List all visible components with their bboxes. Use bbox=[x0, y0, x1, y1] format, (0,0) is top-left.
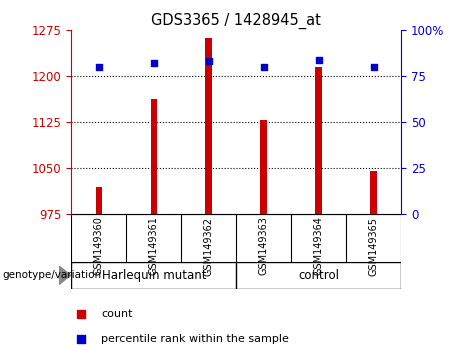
Point bbox=[77, 336, 85, 342]
Text: GSM149362: GSM149362 bbox=[204, 217, 214, 275]
Text: GSM149364: GSM149364 bbox=[313, 217, 324, 275]
Text: Harlequin mutant: Harlequin mutant bbox=[101, 269, 206, 282]
Bar bbox=[206, 38, 212, 214]
Title: GDS3365 / 1428945_at: GDS3365 / 1428945_at bbox=[151, 12, 321, 29]
Point bbox=[77, 311, 85, 316]
Bar bbox=[370, 171, 377, 214]
Point bbox=[95, 64, 103, 70]
Point bbox=[370, 64, 377, 70]
Text: GSM149361: GSM149361 bbox=[149, 217, 159, 275]
Text: percentile rank within the sample: percentile rank within the sample bbox=[101, 334, 289, 344]
Text: genotype/variation: genotype/variation bbox=[2, 270, 101, 280]
Text: control: control bbox=[298, 269, 339, 282]
Point bbox=[315, 57, 322, 62]
Point bbox=[205, 58, 213, 64]
Bar bbox=[95, 187, 102, 214]
Bar bbox=[260, 120, 267, 214]
Text: GSM149360: GSM149360 bbox=[94, 217, 104, 275]
Point bbox=[260, 64, 267, 70]
Point bbox=[150, 61, 158, 66]
Bar bbox=[315, 67, 322, 214]
Polygon shape bbox=[59, 266, 71, 285]
Text: GSM149365: GSM149365 bbox=[369, 217, 378, 275]
Text: GSM149363: GSM149363 bbox=[259, 217, 269, 275]
Text: count: count bbox=[101, 308, 133, 319]
Bar bbox=[151, 99, 157, 214]
